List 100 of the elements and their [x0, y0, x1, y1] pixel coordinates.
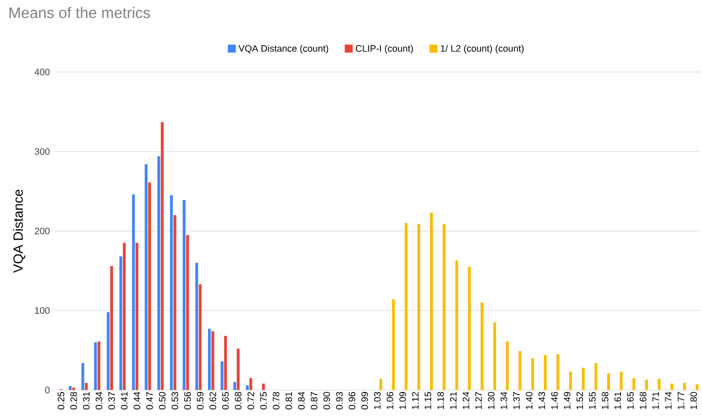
legend-label: CLIP-I (count) [356, 44, 413, 54]
bar [531, 358, 534, 390]
x-tick-label: 0.96 [348, 392, 356, 410]
bar [236, 348, 240, 390]
bar [262, 384, 265, 390]
x-tick-label: 0.65 [222, 392, 229, 410]
y-tick-label: 300 [34, 148, 50, 155]
bar [182, 200, 186, 390]
x-tick-label: 0.75 [260, 392, 267, 410]
x-tick-label: 1.34 [500, 392, 508, 410]
bar [392, 299, 395, 390]
x-tick-label: 0.62 [210, 392, 216, 410]
bar [132, 194, 135, 390]
bar [170, 195, 173, 390]
bar [544, 355, 547, 390]
bar [68, 386, 72, 390]
bar [233, 382, 236, 390]
x-tick-label: 0.81 [285, 392, 292, 410]
x-tick-label: 0.93 [336, 392, 343, 410]
bar [582, 368, 585, 390]
x-tick-label: 1.68 [640, 392, 646, 410]
bar [683, 382, 686, 390]
x-tick-label: 0.28 [70, 392, 77, 410]
x-tick-label: 0.68 [234, 392, 242, 410]
legend-label: 1/ L2 (count) (count) [440, 44, 524, 54]
bar [173, 215, 176, 390]
x-tick-label: 1.27 [475, 392, 482, 410]
x-tick-label: 1.61 [614, 392, 622, 410]
bar [110, 266, 114, 390]
bar [696, 384, 699, 390]
x-tick-label: 1.40 [526, 392, 532, 410]
bar [144, 164, 148, 390]
y-tick-label: 400 [34, 68, 50, 76]
bar [632, 378, 636, 390]
bar [249, 378, 252, 390]
bar [136, 242, 138, 390]
x-tick-label: 1.18 [437, 392, 444, 410]
x-tick-label: 0.72 [248, 392, 254, 410]
x-tick-label: 1.46 [551, 392, 558, 410]
x-tick-label: 1.77 [678, 392, 684, 410]
x-tick-label: 1.52 [576, 392, 584, 410]
x-tick-label: 1.21 [450, 392, 457, 410]
bar [468, 266, 471, 390]
x-tick-label: 0.50 [158, 392, 166, 410]
x-tick-label: 1.71 [652, 392, 659, 410]
bar [208, 328, 211, 390]
y-axis-title: VQA Distance [13, 190, 26, 273]
legend-label: VQA Distance (count) [238, 44, 328, 54]
bar [556, 354, 560, 390]
x-tick-label: 1.24 [462, 392, 470, 410]
x-tick-label: 1.15 [424, 392, 432, 410]
x-tick-label: 0.84 [298, 392, 305, 410]
x-tick-label: 1.30 [488, 392, 495, 410]
x-tick-label: 1.58 [602, 392, 608, 410]
bar [670, 384, 674, 390]
x-tick-label: 0.34 [96, 392, 102, 410]
y-tick-label: 200 [34, 228, 50, 234]
x-tick-label: 0.53 [172, 392, 178, 410]
x-tick-label: 1.43 [538, 392, 546, 410]
bar [148, 182, 151, 390]
bar [518, 351, 522, 390]
bar [594, 362, 598, 390]
bar [246, 385, 249, 390]
x-tick-label: 0.78 [272, 392, 280, 410]
x-tick-label: 1.80 [690, 392, 697, 410]
x-tick-label: 0.37 [108, 392, 115, 410]
bar [404, 223, 408, 390]
x-tick-label: 1.03 [374, 392, 381, 410]
x-tick-label: 1.06 [386, 392, 394, 410]
x-tick-label: 0.25 [58, 392, 64, 410]
x-tick-label: 1.74 [665, 392, 672, 410]
bar [442, 224, 446, 390]
x-tick-label: 1.55 [589, 392, 596, 410]
bar [211, 331, 214, 390]
x-tick-label: 0.56 [184, 392, 191, 410]
x-tick-label: 0.47 [146, 392, 153, 410]
x-tick-label: 0.31 [83, 392, 90, 410]
bar [94, 342, 97, 390]
y-tick-label: 100 [35, 307, 50, 314]
bar [98, 341, 100, 390]
x-tick-label: 1.09 [399, 392, 406, 410]
x-tick-label: 1.65 [627, 392, 634, 410]
x-tick-label: 0.41 [120, 392, 128, 410]
x-tick-label: 0.99 [361, 392, 368, 410]
bar [220, 361, 224, 390]
x-tick-label: 0.90 [323, 392, 330, 410]
bar [620, 372, 623, 390]
bar [569, 372, 572, 390]
bar [607, 373, 610, 390]
bar [645, 380, 648, 390]
x-tick-label: 0.44 [134, 392, 140, 410]
x-tick-label: 1.12 [412, 392, 419, 410]
bar [480, 302, 484, 390]
bar [186, 234, 189, 390]
bar [430, 212, 433, 390]
chart-title: Means of the metrics [10, 6, 150, 18]
bar [224, 336, 227, 390]
x-tick-label: 1.37 [513, 392, 520, 410]
x-tick-label: 1.49 [564, 392, 570, 410]
y-tick-label: 0 [45, 386, 50, 394]
